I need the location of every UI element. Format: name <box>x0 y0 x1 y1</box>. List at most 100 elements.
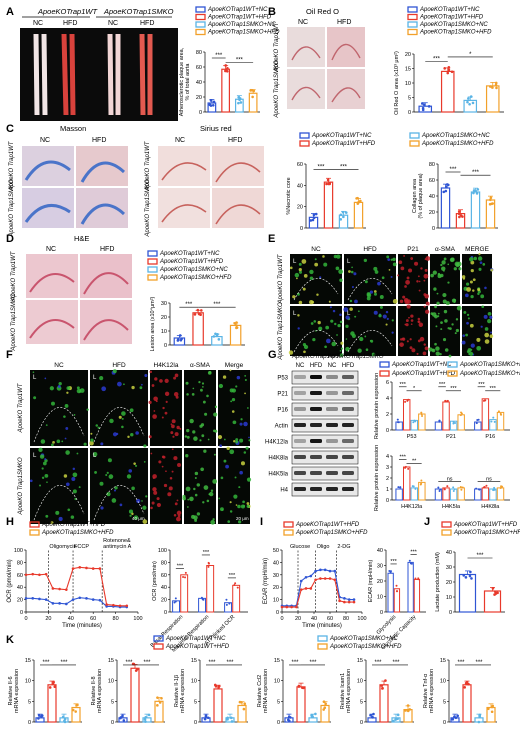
fluor-signal <box>442 338 447 342</box>
blot-strip <box>291 466 359 481</box>
y-tick-label: 15 <box>274 658 280 664</box>
lumen-label: L <box>93 375 97 381</box>
fluor-signal <box>430 273 434 278</box>
data-point <box>380 684 384 687</box>
data-point <box>465 681 469 684</box>
data-point <box>297 685 301 688</box>
y-tick-label: 10 <box>25 679 31 685</box>
oil-red-title: Oil Red O <box>306 7 339 16</box>
fluor-signal <box>242 500 245 504</box>
bar <box>296 686 306 723</box>
y-tick-label: 60 <box>161 573 167 579</box>
fluor-signal <box>128 509 134 514</box>
data-point <box>174 597 177 600</box>
x-tick-label: 100 <box>357 616 366 622</box>
fluor-signal <box>52 440 55 444</box>
data-point <box>200 309 203 312</box>
data-point <box>454 716 458 720</box>
fluor-image <box>398 254 428 304</box>
data-point <box>420 102 424 105</box>
data-point <box>314 578 317 582</box>
fluor-signal <box>316 293 319 296</box>
fluor-signal <box>461 340 466 345</box>
fluor-signal <box>466 287 471 292</box>
fluor-signal <box>204 412 208 416</box>
label-hfd-d: HFD <box>100 246 114 253</box>
bar <box>442 487 450 501</box>
fluor-signal <box>148 400 152 404</box>
y-tick-label: 10 <box>274 679 280 685</box>
bar <box>211 336 223 346</box>
fluor-signal <box>142 505 147 510</box>
y-tick-label: 10 <box>357 679 363 685</box>
fluor-signal <box>219 444 223 448</box>
fluor-signal <box>453 267 457 271</box>
x-tick-label: 20 <box>45 616 51 622</box>
fluor-image <box>398 306 428 356</box>
fluor-signal <box>65 427 69 430</box>
fluor-signal <box>153 410 156 412</box>
data-point <box>286 718 290 722</box>
data-point <box>217 338 221 341</box>
data-point <box>338 599 341 603</box>
lane-label: NC <box>296 363 305 369</box>
significance-label: *** <box>215 53 223 59</box>
data-point <box>299 579 303 583</box>
data-point <box>204 714 208 718</box>
fluor-signal <box>246 477 252 482</box>
he-smko-nc <box>26 300 78 344</box>
series-line <box>26 597 127 608</box>
fluor-signal <box>133 462 136 465</box>
bar <box>379 684 389 723</box>
fluor-signal <box>232 420 237 425</box>
fluor-signal <box>169 477 173 480</box>
legend-entry: ApoeKOTrap1SMKO+NC <box>459 362 520 368</box>
y-tick-label: 0 <box>111 720 114 726</box>
fluor-signal <box>152 487 157 492</box>
fluor-signal <box>222 375 227 379</box>
data-point <box>156 704 159 707</box>
data-point <box>98 598 102 602</box>
fluor-signal <box>107 458 112 463</box>
fluor-signal <box>165 400 168 403</box>
fluor-signal <box>437 315 440 318</box>
data-point <box>356 202 360 205</box>
fluor-signal <box>386 317 389 320</box>
lane-label: NC <box>328 363 337 369</box>
row-label-c2-smko: ApoeKO Trap1SMKO <box>145 179 151 238</box>
fluor-signal <box>202 501 205 504</box>
fluor-signal <box>123 383 125 386</box>
significance-label: *** <box>213 302 221 308</box>
y-tick-label: 0 <box>164 610 167 616</box>
y-tick-label: 40 <box>273 560 279 566</box>
fluor-signal <box>339 320 343 324</box>
fluor-signal <box>432 270 437 275</box>
blot-band <box>326 439 338 443</box>
panel-label-h: H <box>6 516 14 528</box>
label-nc-b: NC <box>298 19 308 26</box>
legend-swatch <box>283 529 294 536</box>
panel-label-c: C <box>6 123 14 135</box>
panel-label-k: K <box>6 634 14 646</box>
he-wt-hfd <box>80 254 132 298</box>
bar <box>180 574 189 613</box>
data-point <box>493 488 496 491</box>
lumen-label: L <box>93 453 97 459</box>
data-point <box>421 414 424 417</box>
data-point <box>396 713 400 717</box>
legend-swatch <box>379 370 390 377</box>
fluor-signal <box>198 380 201 384</box>
y-axis-label: Relative Ccl2 <box>257 675 263 707</box>
row-label-wt: ApoeKO Trap1WT <box>278 253 284 304</box>
fluor-signal <box>417 275 420 278</box>
legend-entry: ApoeKOTrap1SMKO+HFD <box>421 141 494 147</box>
fluor-signal <box>231 410 235 413</box>
fluor-signal <box>117 381 122 387</box>
y-tick-label: 15 <box>25 658 31 664</box>
legend-entry: ApoeKOTrap1SMKO+HFD <box>329 644 402 650</box>
data-point <box>311 715 314 719</box>
fluor-signal <box>470 294 474 299</box>
fluor-signal <box>172 435 175 438</box>
y-tick-label: 20 <box>273 585 279 591</box>
label-hfd-b: HFD <box>337 19 351 26</box>
